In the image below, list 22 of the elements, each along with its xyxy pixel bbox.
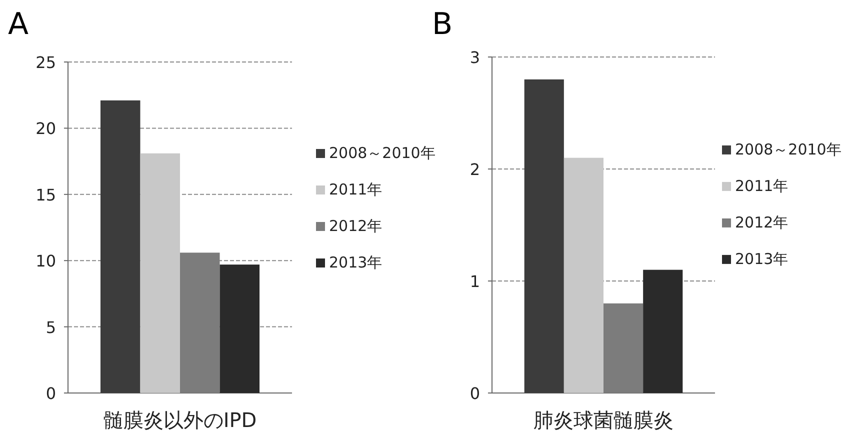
legend-label: 2008～2010年 xyxy=(329,144,436,162)
legend-label: 2013年 xyxy=(735,250,788,268)
legend-label: 2012年 xyxy=(329,216,382,235)
chart-title: A xyxy=(8,7,29,42)
y-tick-label: 1 xyxy=(470,272,480,291)
legend-label: 2011年 xyxy=(329,180,382,198)
legend-label: 2011年 xyxy=(735,176,788,195)
y-tick-label: 0 xyxy=(46,384,56,403)
y-tick-label: 3 xyxy=(470,48,480,67)
legend-label: 2013年 xyxy=(329,253,382,272)
x-tick-label: 肺炎球菌髄膜炎 xyxy=(534,408,674,432)
y-tick-label: 2 xyxy=(470,160,480,179)
y-tick-label: 0 xyxy=(470,384,480,403)
legend-label: 2012年 xyxy=(735,213,788,232)
chart-title: B xyxy=(432,7,453,42)
y-tick-label: 5 xyxy=(46,318,56,337)
y-tick-label: 10 xyxy=(36,252,56,271)
x-tick-label: 髄膜炎以外のIPD xyxy=(103,408,257,432)
y-tick-label: 20 xyxy=(36,119,56,138)
y-tick-label: 25 xyxy=(36,53,56,72)
y-tick-label: 15 xyxy=(36,185,56,204)
legend-label: 2008～2010年 xyxy=(735,140,842,158)
